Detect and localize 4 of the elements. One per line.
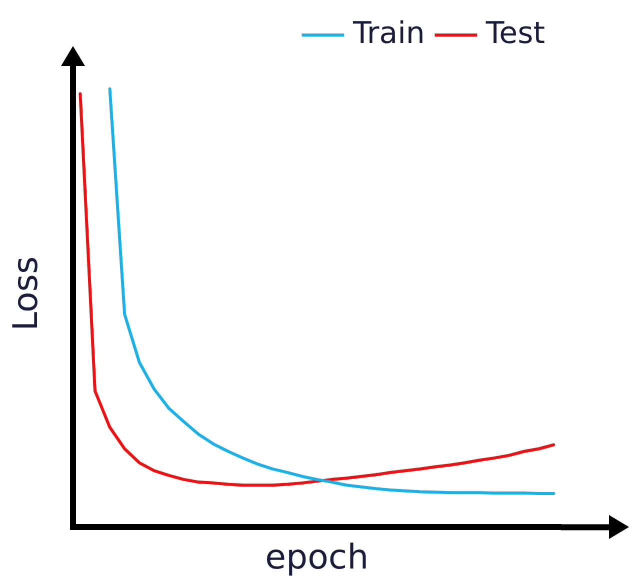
legend-label: Train xyxy=(352,16,425,51)
x-axis-title: epoch xyxy=(265,537,369,578)
y-axis-title: Loss xyxy=(6,256,46,331)
legend-label: Test xyxy=(484,16,546,51)
